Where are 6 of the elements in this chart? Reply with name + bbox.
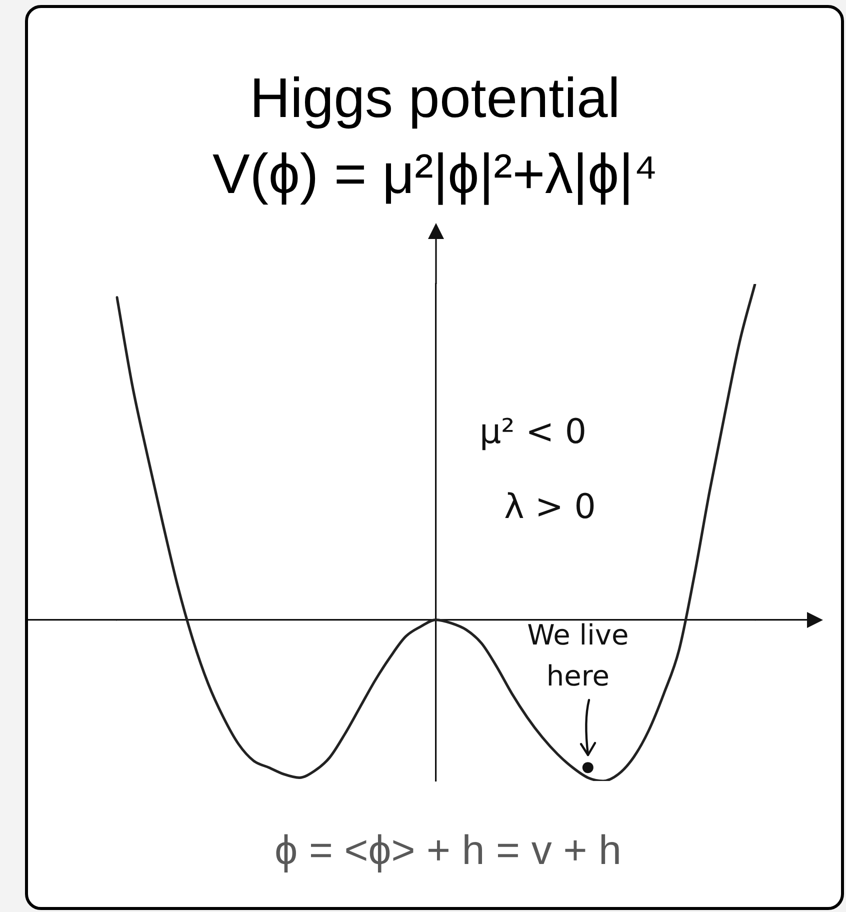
chart-title: Higgs potential	[250, 66, 620, 129]
chart-subtitle: V(ϕ) = μ²|ϕ|²+λ|ϕ|⁴	[212, 142, 658, 205]
text: ϕ = <ϕ> + h = v + h	[274, 827, 622, 873]
annotation: λ > 0	[504, 486, 596, 527]
annotation: We live here	[527, 618, 629, 693]
annotation: μ² < 0	[480, 412, 586, 452]
